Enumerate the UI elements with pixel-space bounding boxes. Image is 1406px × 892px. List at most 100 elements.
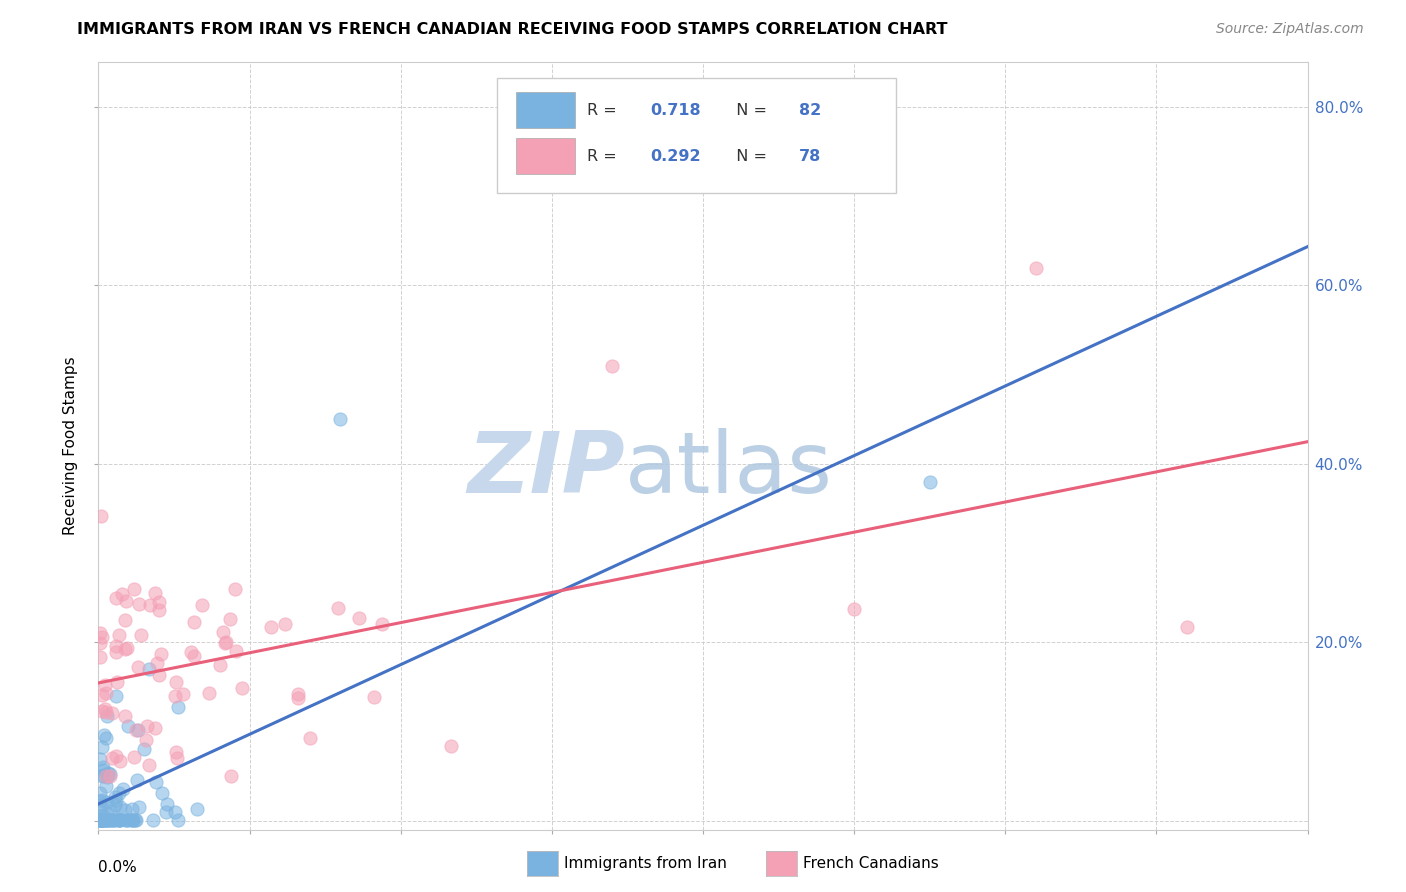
Point <box>363 690 385 705</box>
Point <box>90 793 112 807</box>
Point <box>97 813 120 827</box>
Text: 0.0%: 0.0% <box>98 860 138 875</box>
Point <box>219 612 242 626</box>
Point <box>96 770 118 784</box>
Point <box>918 475 941 489</box>
Point <box>94 686 117 700</box>
Point <box>114 614 136 628</box>
Point <box>602 359 624 373</box>
Point <box>105 675 128 690</box>
Point <box>136 719 159 733</box>
Point <box>143 586 166 600</box>
Point <box>231 681 253 695</box>
Point <box>224 582 246 596</box>
Point <box>163 689 186 703</box>
Point <box>844 602 866 616</box>
Point <box>221 769 243 783</box>
Point <box>90 508 112 523</box>
Point <box>329 412 352 426</box>
Text: IMMIGRANTS FROM IRAN VS FRENCH CANADIAN RECEIVING FOOD STAMPS CORRELATION CHART: IMMIGRANTS FROM IRAN VS FRENCH CANADIAN … <box>77 22 948 37</box>
Point <box>172 686 194 700</box>
Point <box>198 686 221 700</box>
Point <box>122 813 145 827</box>
Text: atlas: atlas <box>624 427 832 510</box>
Point <box>146 656 169 670</box>
Point <box>90 813 112 827</box>
Point <box>121 802 143 816</box>
Point <box>138 662 160 676</box>
Point <box>104 645 127 659</box>
Point <box>108 786 131 800</box>
Text: N =: N = <box>725 103 772 118</box>
Point <box>93 813 115 827</box>
Point <box>114 594 136 608</box>
Point <box>89 813 111 827</box>
Point <box>107 628 129 642</box>
Point <box>105 749 128 764</box>
Point <box>132 742 155 756</box>
Point <box>148 595 170 609</box>
Point <box>150 647 173 661</box>
Point <box>104 813 127 827</box>
Point <box>166 700 188 714</box>
Point <box>89 813 111 827</box>
Point <box>94 769 117 783</box>
Point <box>91 739 114 754</box>
Text: French Canadians: French Canadians <box>803 856 939 871</box>
Text: Immigrants from Iran: Immigrants from Iran <box>564 856 727 871</box>
Point <box>89 786 111 800</box>
Point <box>129 628 152 642</box>
Point <box>90 813 112 827</box>
Point <box>110 587 132 601</box>
Point <box>98 769 121 783</box>
Point <box>225 643 247 657</box>
Text: R =: R = <box>586 149 621 163</box>
Point <box>127 660 149 674</box>
Point <box>347 610 370 624</box>
Text: 0.718: 0.718 <box>650 103 700 118</box>
Point <box>115 813 138 827</box>
Point <box>112 782 135 797</box>
Text: N =: N = <box>725 149 772 163</box>
FancyBboxPatch shape <box>498 78 897 193</box>
Point <box>440 739 463 753</box>
Point <box>89 813 111 827</box>
Point <box>96 795 118 809</box>
Point <box>287 688 309 702</box>
Point <box>105 639 128 653</box>
Point <box>287 690 309 705</box>
Point <box>110 755 132 769</box>
Point <box>108 800 131 814</box>
Point <box>166 813 188 827</box>
Point <box>1175 620 1198 634</box>
Point <box>114 709 136 723</box>
Point <box>143 721 166 735</box>
Point <box>138 758 160 772</box>
FancyBboxPatch shape <box>516 138 575 174</box>
Point <box>100 813 122 827</box>
Point <box>125 723 148 737</box>
Text: 78: 78 <box>799 149 821 163</box>
Point <box>274 617 297 632</box>
Point <box>91 813 114 827</box>
Point <box>104 789 127 804</box>
Point <box>89 813 111 827</box>
Point <box>370 617 392 632</box>
Text: R =: R = <box>586 103 621 118</box>
Point <box>183 615 205 630</box>
Point <box>298 731 321 745</box>
Point <box>209 657 232 672</box>
Point <box>96 731 118 746</box>
Point <box>135 733 157 747</box>
Point <box>94 780 117 794</box>
Point <box>142 813 165 827</box>
Point <box>145 775 167 789</box>
Point <box>97 813 120 827</box>
Point <box>96 813 118 827</box>
Point <box>103 813 125 827</box>
Point <box>100 804 122 818</box>
Point <box>186 802 208 816</box>
Point <box>89 807 111 822</box>
Point <box>101 706 124 720</box>
Point <box>1024 260 1046 275</box>
